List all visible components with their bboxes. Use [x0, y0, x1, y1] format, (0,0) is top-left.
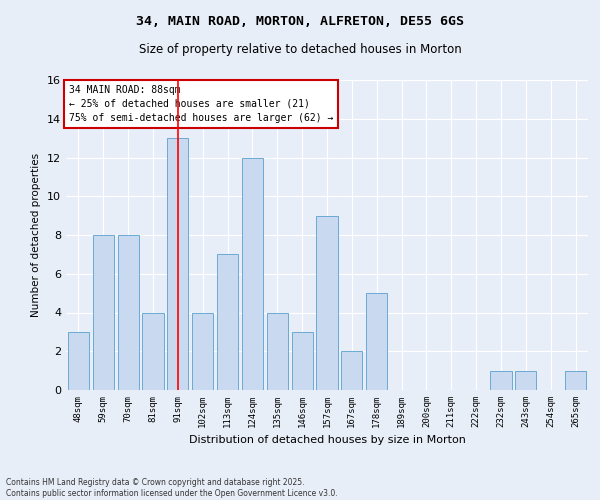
Bar [267, 312, 288, 390]
Bar [217, 254, 238, 390]
Bar [242, 158, 263, 390]
Bar [366, 293, 387, 390]
Bar [142, 312, 164, 390]
Bar [565, 370, 586, 390]
Bar [316, 216, 338, 390]
Bar [118, 235, 139, 390]
Bar [167, 138, 188, 390]
Text: 34, MAIN ROAD, MORTON, ALFRETON, DE55 6GS: 34, MAIN ROAD, MORTON, ALFRETON, DE55 6G… [136, 15, 464, 28]
Bar [192, 312, 213, 390]
X-axis label: Distribution of detached houses by size in Morton: Distribution of detached houses by size … [188, 436, 466, 446]
Bar [341, 351, 362, 390]
Bar [490, 370, 512, 390]
Bar [292, 332, 313, 390]
Y-axis label: Number of detached properties: Number of detached properties [31, 153, 41, 317]
Text: 34 MAIN ROAD: 88sqm
← 25% of detached houses are smaller (21)
75% of semi-detach: 34 MAIN ROAD: 88sqm ← 25% of detached ho… [68, 84, 333, 122]
Text: Contains HM Land Registry data © Crown copyright and database right 2025.
Contai: Contains HM Land Registry data © Crown c… [6, 478, 338, 498]
Text: Size of property relative to detached houses in Morton: Size of property relative to detached ho… [139, 42, 461, 56]
Bar [68, 332, 89, 390]
Bar [93, 235, 114, 390]
Bar [515, 370, 536, 390]
